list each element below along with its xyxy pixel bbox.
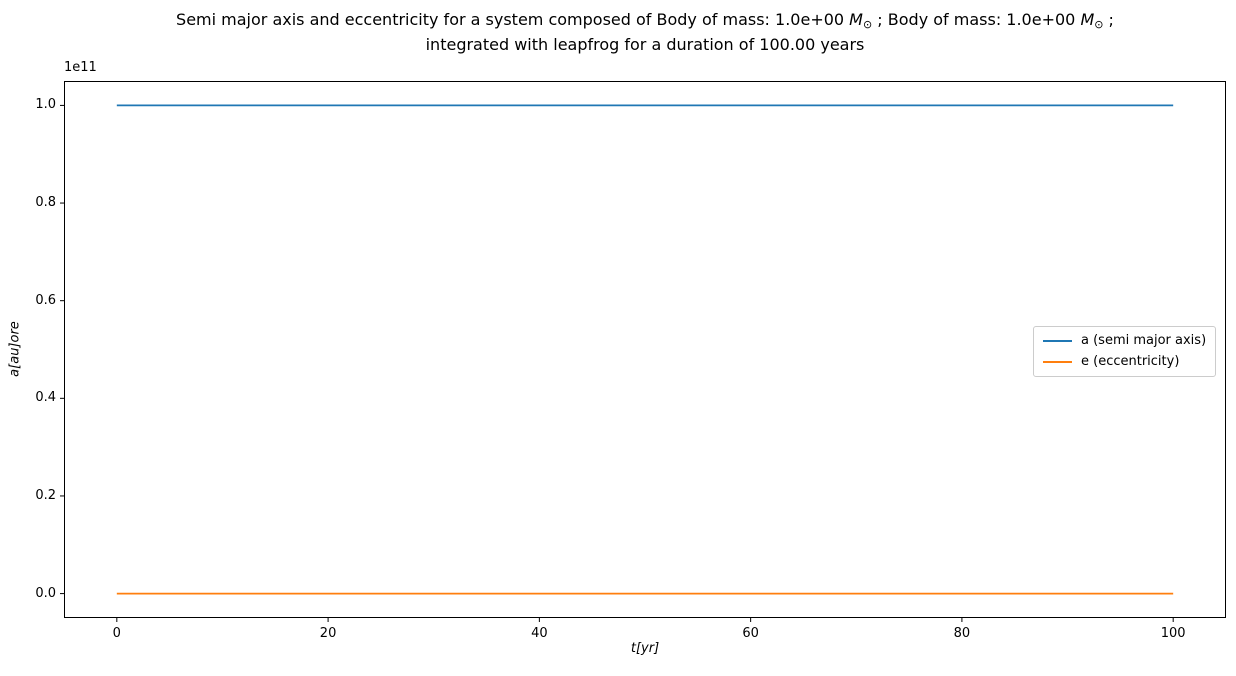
chart-title: Semi major axis and eccentricity for a s… bbox=[64, 10, 1226, 55]
y-tick-label: 0.8 bbox=[35, 195, 56, 211]
legend-entry-e: e (eccentricity) bbox=[1043, 354, 1206, 370]
x-tick-label: 40 bbox=[531, 626, 548, 641]
sun-symbol: ⊙ bbox=[862, 18, 873, 31]
legend-line-orange bbox=[1043, 361, 1072, 363]
legend-label: a (semi major axis) bbox=[1081, 333, 1207, 348]
mass-symbol: M bbox=[849, 10, 863, 29]
legend-label: e (eccentricity) bbox=[1081, 354, 1180, 369]
legend-entry-a: a (semi major axis) bbox=[1043, 333, 1206, 349]
title-text: ; bbox=[1103, 10, 1114, 29]
y-axis-label: a[au]ore bbox=[7, 321, 23, 377]
y-tick-label: 1.0 bbox=[35, 97, 56, 113]
legend-line-blue bbox=[1043, 340, 1072, 342]
title-text: Semi major axis and eccentricity for a s… bbox=[176, 10, 850, 29]
y-axis-offset-label: 1e11 bbox=[64, 60, 97, 75]
sun-symbol: ⊙ bbox=[1094, 18, 1104, 31]
y-tick-label: 0.2 bbox=[35, 487, 56, 503]
y-tick-label: 0.6 bbox=[35, 292, 56, 308]
x-tick-label: 60 bbox=[742, 626, 759, 641]
title-text: ; Body of mass: 1.0e+00 bbox=[872, 10, 1081, 29]
x-axis-label: t[yr] bbox=[630, 641, 660, 656]
x-tick-label: 20 bbox=[319, 626, 337, 641]
mass-symbol: M bbox=[1080, 10, 1095, 29]
x-tick-label: 100 bbox=[1160, 626, 1186, 641]
legend: a (semi major axis) e (eccentricity) bbox=[1033, 326, 1217, 377]
plot-area bbox=[64, 81, 1226, 618]
chart-title-line1: Semi major axis and eccentricity for a s… bbox=[64, 10, 1226, 35]
y-tick-label: 0.0 bbox=[35, 585, 56, 601]
chart-title-line2: integrated with leapfrog for a duration … bbox=[425, 35, 865, 54]
x-tick-label: 80 bbox=[953, 626, 971, 641]
x-tick-label: 0 bbox=[112, 626, 121, 641]
y-tick-label: 0.4 bbox=[35, 390, 56, 406]
